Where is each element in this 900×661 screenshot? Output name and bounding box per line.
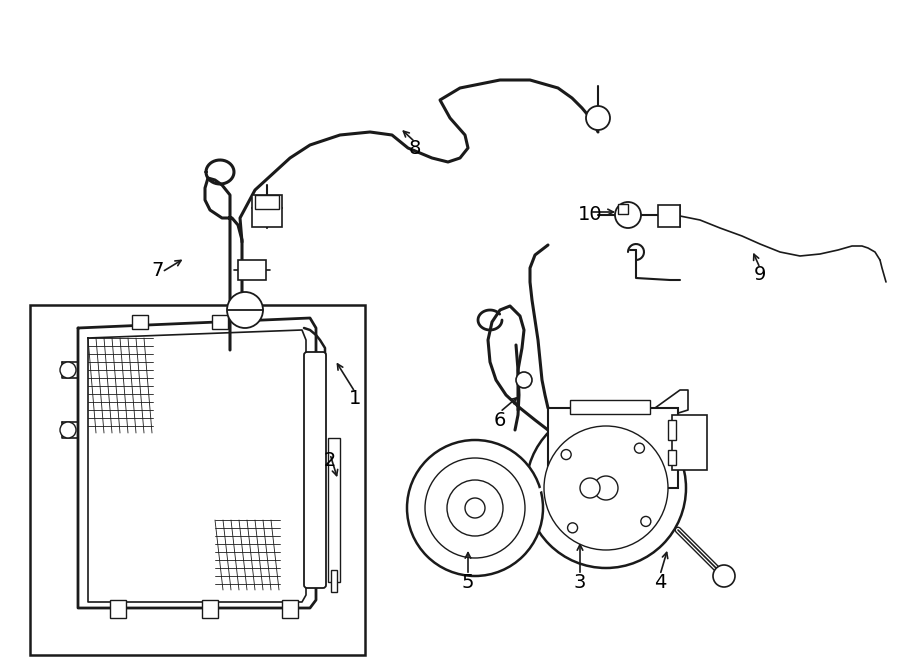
Bar [672,415,707,470]
Bar [110,600,126,618]
Bar [132,315,148,329]
Circle shape [641,516,651,526]
Text: 4: 4 [653,572,666,592]
Text: 2: 2 [324,451,337,469]
Text: 9: 9 [754,266,766,284]
Bar [252,195,282,227]
Bar [618,204,628,214]
Bar [212,315,228,329]
Circle shape [634,443,644,453]
Bar [202,600,218,618]
Circle shape [60,362,76,378]
Circle shape [615,202,641,228]
Bar [330,440,338,580]
Circle shape [544,426,668,550]
Bar [668,420,676,440]
Text: 5: 5 [462,572,474,592]
Circle shape [465,498,485,518]
Circle shape [580,478,600,498]
Circle shape [586,106,610,130]
Circle shape [425,458,525,558]
Circle shape [568,523,578,533]
Circle shape [526,408,686,568]
Circle shape [562,449,572,459]
Circle shape [447,480,503,536]
Text: 6: 6 [494,410,506,430]
Text: 10: 10 [578,206,602,225]
Bar [30,305,365,655]
Bar [328,438,340,582]
Bar [307,355,325,585]
Bar [282,600,298,618]
Bar [255,195,279,209]
Text: 8: 8 [409,139,421,157]
Bar [331,570,337,592]
Text: 1: 1 [349,389,361,407]
Bar [658,205,680,227]
Bar [570,400,650,414]
Circle shape [594,476,618,500]
Circle shape [713,565,735,587]
Circle shape [516,372,532,388]
Text: 7: 7 [152,260,164,280]
Circle shape [227,292,263,328]
FancyBboxPatch shape [304,352,326,588]
Bar [668,450,676,465]
Circle shape [60,422,76,438]
Bar [238,260,266,280]
Bar [548,408,678,488]
Text: 3: 3 [574,572,586,592]
Circle shape [407,440,543,576]
